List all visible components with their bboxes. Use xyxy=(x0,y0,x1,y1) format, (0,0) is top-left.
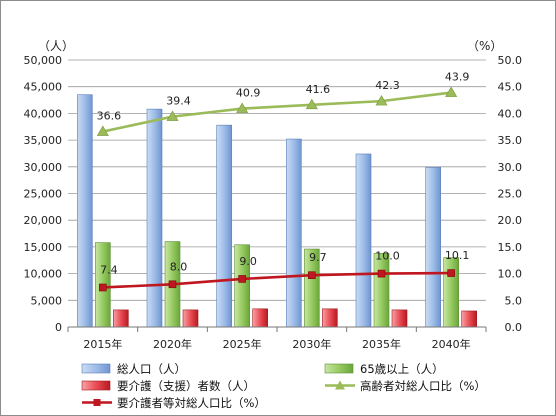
data-label: 36.6 xyxy=(97,110,122,123)
y-tick-label-left: 45,000 xyxy=(24,81,63,94)
legend-label: 高齢者対総人口比（%） xyxy=(360,379,486,393)
x-tick-label: 2035年 xyxy=(362,337,401,351)
triangle-marker xyxy=(375,95,388,106)
bar-1 xyxy=(425,167,441,328)
bar-3 xyxy=(182,309,199,328)
axes: 2015年 2020年 2025年 2030年 2035年 2040年 0 5,000 10,0… xyxy=(24,39,523,351)
data-label: 43.9 xyxy=(445,71,470,84)
triangle-marker xyxy=(305,98,318,110)
data-label: 42.3 xyxy=(375,79,400,92)
data-label: 39.4 xyxy=(166,95,191,108)
triangle-marker xyxy=(166,110,179,121)
x-tick-label: 2040年 xyxy=(432,337,471,351)
y-tick-label-right: 35.0 xyxy=(498,134,523,147)
y-tick-label-right: 5.0 xyxy=(505,294,523,307)
y-tick-label-left: 5,000 xyxy=(31,294,63,307)
y-tick-label-left: 35,000 xyxy=(24,134,63,147)
legend-triangle-marker xyxy=(335,380,345,390)
bar-3 xyxy=(252,308,268,328)
y-tick-label-right: 20.0 xyxy=(498,214,523,227)
y-tick-label-right: 50.0 xyxy=(498,54,523,67)
square-marker xyxy=(99,283,107,292)
data-label: 9.7 xyxy=(309,251,327,264)
legend: 総人口（人） 65歳以上（人） 要介護（支援）者数（人） 高齢者対総人口比（%） 要介護… xyxy=(81,362,486,410)
square-marker xyxy=(238,275,246,283)
legend-label: 65歳以上（人） xyxy=(360,362,444,376)
line-series-2 xyxy=(102,271,452,289)
bar-3 xyxy=(113,309,129,328)
bar-1 xyxy=(77,94,93,328)
square-marker xyxy=(168,280,177,289)
y-tick-label-left: 20,000 xyxy=(24,214,63,227)
left-axis-unit: （人） xyxy=(38,39,74,53)
data-label: 10.1 xyxy=(445,249,470,262)
legend-swatch xyxy=(81,363,111,374)
data-labels: 36.6 39.4 40.9 41.6 42.3 43.9 7.4 8.0 9.0 9.7 10.0… xyxy=(97,71,470,277)
legend-square-marker xyxy=(93,399,101,406)
x-tick-label: 2025年 xyxy=(223,337,262,351)
x-tick-label: 2015年 xyxy=(83,337,122,351)
triangle-marker xyxy=(445,86,458,97)
line-series-1 xyxy=(102,91,452,133)
bar-1 xyxy=(146,108,163,328)
y-tick-label-left: 25,000 xyxy=(24,188,63,201)
data-label: 10.0 xyxy=(375,250,400,263)
y-tick-label-right: 0.0 xyxy=(505,321,523,334)
bar-3 xyxy=(322,308,338,328)
y-tick-label-right: 15.0 xyxy=(498,241,523,254)
y-tick-label-right: 40.0 xyxy=(498,107,523,120)
bar-3 xyxy=(461,310,477,328)
legend-label: 総人口（人） xyxy=(117,362,186,376)
x-tick-label: 2020年 xyxy=(153,337,192,351)
right-axis-unit: （%） xyxy=(467,39,502,53)
y-tick-label-left: 15,000 xyxy=(24,241,63,254)
data-label: 9.0 xyxy=(239,255,257,268)
square-marker xyxy=(377,269,386,278)
y-tick-label-left: 30,000 xyxy=(24,161,63,174)
legend-label: 要介護（支援）者数（人） xyxy=(117,379,255,393)
y-tick-label-right: 10.0 xyxy=(498,268,523,281)
x-tick-label: 2030年 xyxy=(292,337,331,351)
y-tick-label-left: 50,000 xyxy=(24,54,63,67)
data-label: 40.9 xyxy=(236,87,261,100)
bar-1 xyxy=(355,153,372,328)
square-marker xyxy=(447,269,455,277)
lines xyxy=(96,86,458,292)
triangle-marker xyxy=(236,102,249,113)
y-tick-label-left: 10,000 xyxy=(24,268,63,281)
legend-label: 要介護者等対総人口比（%） xyxy=(117,396,266,410)
data-label: 8.0 xyxy=(170,260,188,273)
bar-1 xyxy=(216,124,232,328)
y-tick-label-left: 40,000 xyxy=(24,107,63,120)
y-tick-label-left: 0 xyxy=(55,321,62,334)
square-marker xyxy=(308,271,316,280)
bar-2 xyxy=(443,257,459,328)
bar-3 xyxy=(391,309,408,328)
data-label: 41.6 xyxy=(306,83,331,96)
y-tick-label-right: 25.0 xyxy=(498,188,523,201)
data-label: 7.4 xyxy=(100,263,118,276)
bar-1 xyxy=(286,138,302,328)
y-tick-label-right: 30.0 xyxy=(498,161,523,174)
y-tick-label-right: 45.0 xyxy=(498,81,523,94)
legend-swatch xyxy=(81,380,111,391)
gridlines xyxy=(68,59,486,301)
legend-swatch xyxy=(324,363,354,374)
triangle-marker xyxy=(96,125,109,136)
bar-2 xyxy=(373,253,390,328)
